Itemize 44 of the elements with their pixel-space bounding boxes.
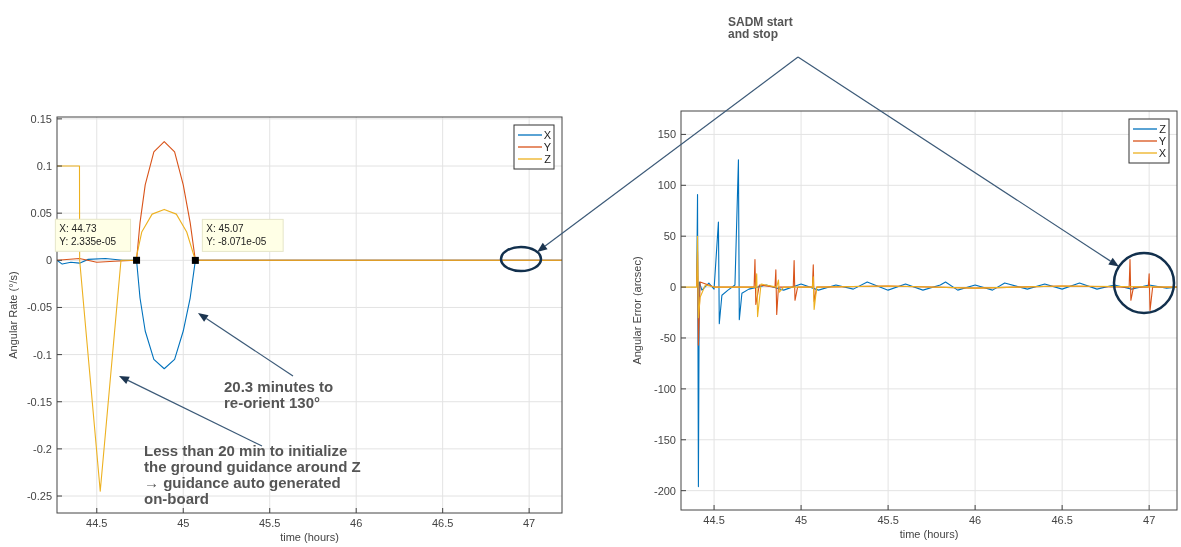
y-tick-label: -0.2	[33, 442, 52, 455]
y-tick-label: -150	[653, 433, 676, 446]
y-tick-label: 100	[657, 179, 676, 192]
y-tick-label: -0.15	[26, 395, 52, 408]
legend-label: Y	[543, 141, 552, 153]
y-tick-label: 0.05	[30, 207, 52, 220]
annotation: 20.3 minutes to re-orient 130°	[224, 378, 334, 411]
y-tick-label: -0.1	[33, 348, 52, 361]
y-tick-label: 0.15	[30, 112, 52, 125]
x-tick-label: 44.5	[703, 514, 725, 526]
y-tick-label: -0.25	[26, 490, 52, 503]
legend-label: Y	[1158, 135, 1167, 147]
y-axis-title: Angular Error (arcsec)	[631, 256, 643, 365]
legend-label: Z	[544, 153, 552, 165]
y-tick-label: -0.05	[26, 301, 52, 314]
text: SADM start and stop	[728, 15, 793, 41]
y-tick-label: 0	[669, 281, 676, 294]
annotation: X: 45.07 Y: -8.071e-05	[206, 223, 267, 248]
y-tick-label: -50	[660, 331, 676, 344]
x-tick-label: 45.5	[259, 517, 281, 529]
legend-label: X	[543, 129, 552, 141]
legend-label: Z	[1159, 123, 1167, 135]
x-tick-label: 47	[523, 517, 536, 529]
x-tick-label: 46	[968, 514, 982, 526]
x-tick-label: 45	[794, 514, 808, 526]
legend-label: X	[1158, 147, 1167, 159]
y-tick-label: 150	[657, 128, 676, 141]
y-tick-label: -200	[653, 484, 676, 497]
x-tick-label: 46.5	[1051, 514, 1073, 526]
x-axis-title: time (hours)	[899, 528, 959, 540]
x-tick-label: 46.5	[431, 517, 454, 529]
x-tick-label: 45.5	[877, 514, 899, 526]
x-tick-label: 44.5	[86, 517, 108, 529]
y-tick-label: 50	[663, 230, 676, 243]
annotation: X: 44.73 Y: 2.335e-05	[59, 223, 117, 248]
y-tick-label: 0	[45, 254, 52, 267]
y-tick-label: -100	[653, 382, 676, 395]
x-tick-label: 47	[1143, 514, 1156, 526]
x-tick-label: 45	[177, 517, 190, 529]
y-axis-title: Angular Rate (°/s)	[7, 271, 19, 359]
annotation: Less than 20 min to initialize the ground guidance around Z → guidance auto generated on-board	[144, 442, 361, 507]
x-axis-title: time (hours)	[280, 531, 339, 543]
x-tick-label: 46	[350, 517, 363, 529]
y-tick-label: 0.1	[36, 160, 52, 173]
